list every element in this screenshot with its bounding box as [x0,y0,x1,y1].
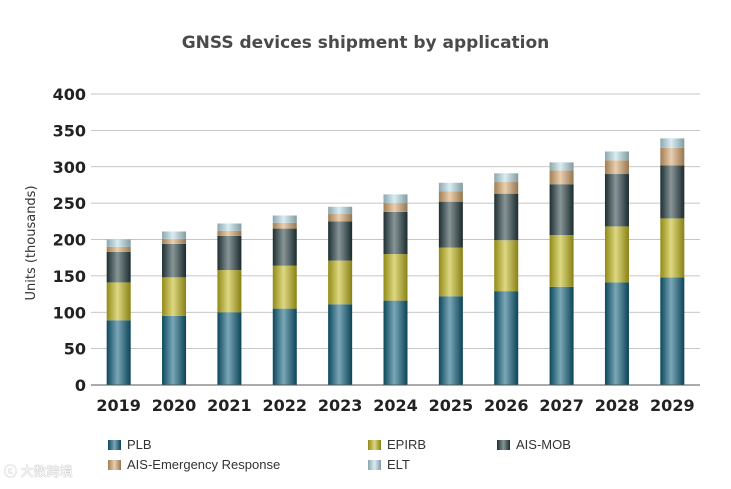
x-tick-label: 2019 [96,396,141,415]
y-tick-label: 350 [53,121,86,140]
bar-segment-epirb-2022 [272,265,297,309]
y-tick-label: 0 [75,376,86,395]
legend-item-plb: PLB [108,437,152,452]
bar-segment-ais-mob-2020 [162,243,187,278]
legend-label: EPIRB [387,437,427,452]
bar-segment-elt-2022 [272,215,297,223]
legend-label: ELT [387,457,410,472]
y-tick-label: 150 [53,267,86,286]
legend-item-elt: ELT [368,457,410,472]
x-tick-label: 2023 [318,396,363,415]
bar-segment-ais-emergency-response-2029 [660,147,685,166]
bar-segment-elt-2021 [217,223,242,231]
bar-segment-ais-emergency-response-2022 [272,222,297,229]
bar-segment-epirb-2028 [604,226,629,283]
bar-segment-plb-2027 [549,286,574,385]
bar-segment-ais-mob-2026 [494,193,519,241]
legend-swatch [108,460,121,470]
bar-segment-ais-emergency-response-2021 [217,230,242,236]
y-tick-label: 200 [53,231,86,250]
bar-segment-epirb-2019 [106,282,131,321]
x-tick-label: 2029 [650,396,695,415]
bar-segment-elt-2019 [106,239,131,247]
bar-segment-ais-emergency-response-2023 [328,214,353,222]
bar-segment-ais-emergency-response-2020 [162,238,187,244]
x-tick-label: 2021 [207,396,252,415]
bar-segment-epirb-2024 [383,254,408,301]
bar-segment-ais-emergency-response-2024 [383,203,408,212]
bar-segment-ais-mob-2021 [217,235,242,271]
axes: 0 50 100 150 200 250 300 350 400 2019 2020 2021 2022… [53,85,700,415]
bar-segment-ais-mob-2025 [438,201,463,248]
bar-segment-elt-2024 [383,194,408,204]
bar-segment-ais-emergency-response-2027 [549,170,574,185]
x-tick-label: 2025 [429,396,474,415]
x-tick-label: 2026 [484,396,529,415]
bar-segment-epirb-2029 [660,218,685,278]
legend-swatch [368,440,381,450]
bar-stacks [106,138,685,385]
x-tick-label: 2020 [152,396,197,415]
bar-segment-ais-mob-2028 [604,174,629,227]
y-tick-label: 100 [53,303,86,322]
bar-segment-epirb-2021 [217,270,242,313]
legend-label: PLB [127,437,152,452]
bar-segment-elt-2020 [162,231,187,239]
bar-segment-plb-2028 [604,282,629,385]
y-tick-label: 300 [53,158,86,177]
bar-segment-ais-mob-2022 [272,228,297,266]
x-tick-label: 2024 [373,396,418,415]
x-tick-label: 2028 [595,396,640,415]
bar-segment-ais-mob-2029 [660,165,685,219]
y-tick-label: 50 [64,340,86,359]
legend-item-epirb: EPIRB [368,437,426,452]
bar-segment-elt-2025 [438,182,463,192]
bar-segment-plb-2023 [328,304,353,385]
bar-segment-ais-mob-2027 [549,184,574,236]
bar-segment-elt-2027 [549,162,574,171]
bar-segment-ais-emergency-response-2025 [438,191,463,202]
legend-item-ais-emergency-response: AIS-Emergency Response [108,457,280,472]
bar-segment-ais-emergency-response-2019 [106,246,131,252]
watermark-logo: ⓒ 大数跨境 [4,464,73,479]
bar-segment-plb-2021 [217,312,242,385]
legend-label: AIS-MOB [516,437,571,452]
bar-segment-elt-2023 [328,206,353,215]
bar-segment-plb-2029 [660,277,685,385]
bar-segment-epirb-2027 [549,235,574,287]
y-tick-label: 400 [53,85,86,104]
bar-segment-plb-2025 [438,296,463,385]
bar-segment-ais-mob-2019 [106,251,131,283]
legend-swatch [108,440,121,450]
bar-segment-elt-2026 [494,173,519,183]
chart-title: GNSS devices shipment by application [181,33,550,53]
bar-segment-epirb-2023 [328,260,353,305]
bar-segment-plb-2022 [272,308,297,385]
bar-segment-plb-2024 [383,300,408,385]
bar-segment-epirb-2026 [494,240,519,292]
y-tick-label: 250 [53,194,86,213]
bar-segment-epirb-2020 [162,277,187,316]
bar-segment-ais-emergency-response-2028 [604,160,629,175]
legend-swatch [497,440,510,450]
bar-segment-plb-2020 [162,315,187,385]
bar-segment-ais-emergency-response-2026 [494,182,519,194]
legend-label: AIS-Emergency Response [127,457,281,472]
y-axis-title: Units (thousands) [24,185,39,300]
x-tick-label: 2027 [539,396,584,415]
bar-segment-epirb-2025 [438,247,463,297]
legend-swatch [368,460,381,470]
bar-segment-plb-2019 [106,320,131,385]
bar-segment-ais-mob-2024 [383,211,408,255]
bar-segment-ais-mob-2023 [328,221,353,261]
bar-segment-elt-2029 [660,138,685,148]
x-tick-label: 2022 [263,396,308,415]
bar-segment-plb-2026 [494,291,519,385]
legend-item-ais-mob: AIS-MOB [497,437,571,452]
bar-segment-elt-2028 [604,151,629,161]
